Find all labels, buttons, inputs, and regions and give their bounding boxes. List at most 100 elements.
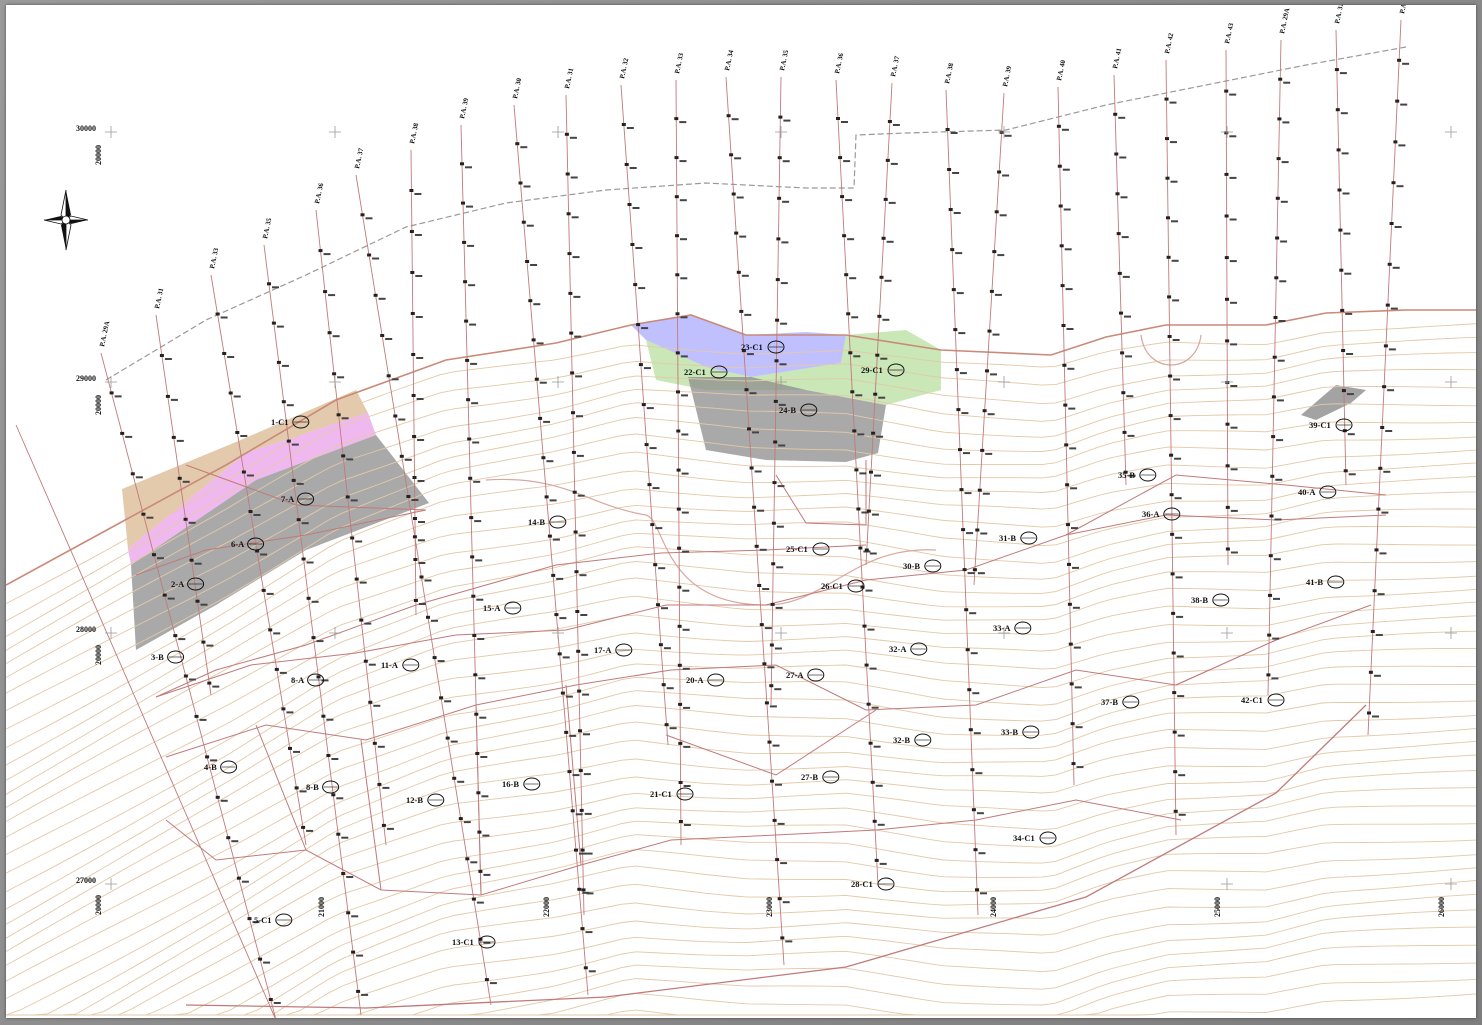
drill-hole-marker	[1171, 611, 1176, 615]
block-grade-circle-icon	[710, 365, 728, 379]
drill-hole-tag	[952, 172, 960, 174]
drill-hole-marker	[354, 577, 359, 581]
contour-line	[5, 561, 1477, 838]
drill-hole-marker	[141, 512, 146, 516]
drill-hole-tag	[1273, 597, 1280, 600]
grid-cross	[552, 376, 564, 388]
drill-hole-marker	[581, 888, 586, 892]
drill-hole-marker	[675, 273, 680, 277]
drill-hole-tag	[414, 193, 422, 195]
coord-x-23000: 23000	[765, 897, 774, 917]
drill-hole-marker	[452, 776, 457, 780]
drill-hole-marker	[413, 558, 418, 561]
drill-hole-tag	[992, 333, 1000, 336]
drill-hole-tag	[478, 677, 486, 680]
drill-hole-marker	[356, 989, 361, 993]
grid-cross	[105, 376, 117, 388]
drill-hole-marker	[473, 673, 478, 677]
grid-cross	[998, 376, 1010, 388]
drill-hole-marker	[627, 203, 632, 206]
drill-hole-tag	[227, 356, 235, 358]
drill-hole-tag	[1339, 72, 1347, 75]
grid-cross	[1221, 627, 1233, 639]
drill-hole-marker	[183, 517, 188, 521]
profile-label: P.A. 43	[1223, 22, 1235, 45]
drill-hole-marker	[1119, 311, 1123, 315]
drill-hole-marker	[965, 648, 970, 652]
drill-hole-marker	[1123, 470, 1128, 474]
drill-hole-tag	[1346, 353, 1354, 355]
block-label: 28-C1	[851, 879, 873, 889]
drill-hole-tag	[1062, 168, 1070, 171]
block-grade-circle-icon	[402, 658, 420, 672]
drill-hole-marker	[1225, 339, 1230, 343]
contour-line	[6, 867, 1477, 1016]
drill-hole-marker	[541, 456, 546, 460]
block-grade-circle-icon	[707, 673, 725, 687]
drill-hole-marker	[780, 936, 785, 940]
block-label: 42-C1	[1241, 695, 1263, 705]
contour-line	[5, 421, 1477, 694]
drill-hole-tag	[476, 598, 484, 601]
drill-hole-tag	[583, 733, 590, 736]
drill-hole-marker	[1120, 351, 1125, 355]
drill-hole-marker	[1063, 403, 1068, 407]
drill-hole-marker	[567, 252, 572, 256]
contour-line	[6, 787, 1477, 1016]
drill-hole-marker	[1068, 642, 1073, 646]
drill-hole-tag	[1177, 734, 1185, 737]
contour-line	[5, 615, 1477, 910]
drill-hole-marker	[409, 189, 414, 192]
drill-hole-marker	[518, 181, 523, 185]
drill-hole-marker	[992, 250, 997, 254]
profile-label: P.A. 37	[353, 147, 365, 170]
drill-hole-tag	[573, 295, 581, 298]
drill-hole-marker	[970, 768, 975, 772]
grid-cross	[105, 878, 117, 890]
drill-hole-marker	[994, 210, 999, 214]
drill-hole-marker	[676, 429, 681, 433]
drill-hole-marker	[579, 808, 584, 812]
drill-hole-marker	[1269, 514, 1274, 518]
drill-hole-tag	[680, 277, 688, 280]
block-label: 6-A	[231, 539, 245, 549]
block-link-line	[475, 704, 482, 896]
drill-hole-marker	[336, 413, 341, 417]
drill-hole-marker	[773, 440, 778, 444]
drill-hole-tag	[1069, 447, 1077, 450]
drill-hole-tag	[483, 873, 491, 876]
block-label: 41-B	[1306, 577, 1323, 587]
drill-hole-marker	[575, 610, 580, 613]
drill-hole-tag	[1072, 566, 1079, 569]
block-grade-circle-icon	[187, 577, 205, 591]
drill-hole-tag	[293, 750, 300, 753]
drill-hole-marker	[564, 730, 569, 734]
drill-hole-marker	[393, 414, 398, 418]
drill-hole-marker	[1170, 532, 1175, 536]
drill-hole-tag	[1377, 593, 1385, 596]
drill-hole-tag	[417, 539, 425, 542]
drill-hole-tag	[976, 812, 984, 815]
drill-hole-marker	[731, 192, 736, 196]
drill-hole-marker	[528, 299, 533, 303]
block-grade-circle-icon	[275, 913, 293, 927]
drill-hole-tag	[1230, 468, 1238, 471]
drill-hole-tag	[867, 628, 875, 631]
block-grade-circle-icon	[910, 642, 928, 656]
drill-hole-marker	[773, 399, 778, 403]
block-label: 4-B	[204, 762, 217, 772]
gray-zone-west	[131, 435, 429, 650]
drill-hole-tag	[385, 338, 393, 340]
drill-hole-marker	[1372, 589, 1377, 593]
drill-hole-marker	[770, 602, 775, 606]
drill-hole-marker	[351, 950, 356, 954]
drill-hole-tag	[1178, 813, 1186, 816]
contour-line	[5, 543, 1476, 822]
drill-hole-marker	[850, 390, 855, 394]
drill-hole-marker	[560, 691, 565, 695]
contour-line	[5, 588, 1477, 874]
drill-hole-tag	[873, 745, 881, 748]
drill-hole-marker	[636, 323, 641, 327]
drill-hole-marker	[764, 701, 769, 705]
drill-hole-tag	[681, 394, 688, 397]
